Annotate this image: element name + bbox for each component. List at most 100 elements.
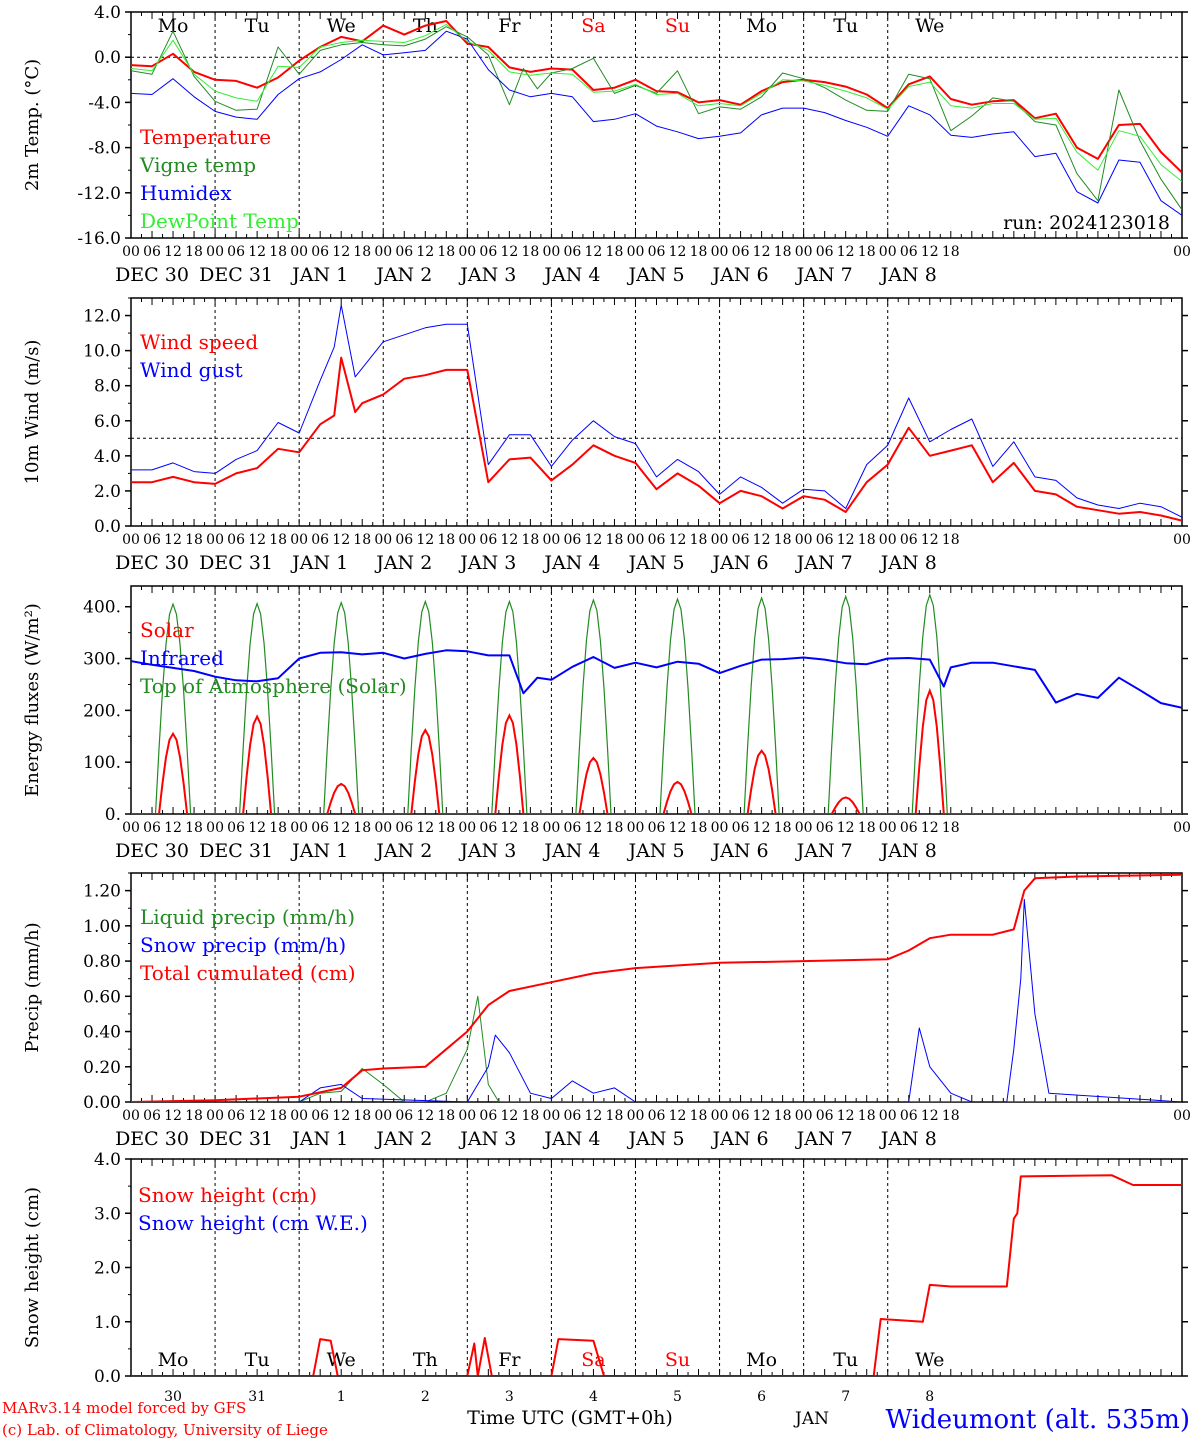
hour-tick-label: 06: [311, 244, 329, 260]
hour-tick-label: 12: [753, 1108, 771, 1124]
hour-tick-label: 18: [858, 244, 876, 260]
hour-tick-label: 12: [248, 1108, 266, 1124]
hour-tick-label: 00: [206, 1108, 224, 1124]
month-label: JAN: [793, 1409, 829, 1429]
series-line-1-3: [131, 30, 1182, 216]
hour-tick-label: 00: [711, 532, 729, 548]
hour-tick-label: 06: [564, 244, 582, 260]
hour-tick-label: 06: [732, 820, 750, 836]
hour-tick-label: 00: [711, 244, 729, 260]
hour-tick-label: 12: [500, 1108, 518, 1124]
hour-tick-label: 18: [269, 1108, 287, 1124]
y-tick-label: 400.: [83, 598, 121, 618]
hour-tick-label: 00: [206, 532, 224, 548]
hour-tick-label: 12: [585, 820, 603, 836]
hour-tick-label: 00: [795, 1108, 813, 1124]
hour-tick-label: 12: [164, 820, 182, 836]
hour-tick-label: 06: [648, 1108, 666, 1124]
hour-tick-label: 06: [227, 244, 245, 260]
hour-tick-label: 00: [122, 532, 140, 548]
hour-tick-label: 00: [458, 820, 476, 836]
hour-tick-label: 12: [164, 244, 182, 260]
hour-tick-label: 12: [248, 244, 266, 260]
hour-tick-label: 18: [437, 244, 455, 260]
series-line-3-1: [131, 649, 1182, 709]
hour-tick-label: 06: [648, 244, 666, 260]
day-label: JAN 1: [290, 264, 348, 286]
series-line-toa-solar: [131, 592, 1182, 814]
day-label: JAN 8: [879, 1128, 937, 1150]
legend-entry: Vigne temp: [139, 153, 256, 177]
hour-tick-label: 06: [648, 820, 666, 836]
hour-tick-label: 00: [1173, 820, 1191, 836]
hour-tick-label: 00: [458, 1108, 476, 1124]
legend-entry: DewPoint Temp: [140, 209, 299, 233]
day-label: DEC 31: [199, 552, 273, 574]
day-label: JAN 7: [795, 840, 853, 862]
hour-tick-label: 06: [227, 820, 245, 836]
day-label: JAN 2: [374, 840, 432, 862]
day-label: DEC 30: [115, 840, 189, 862]
legend-entry: Snow height (cm): [138, 1183, 317, 1207]
hour-tick-label: 06: [227, 1108, 245, 1124]
hour-tick-label: 00: [711, 1108, 729, 1124]
weekday-label: Mo: [746, 15, 777, 37]
hour-tick-label: 12: [837, 1108, 855, 1124]
hour-tick-label: 12: [921, 1108, 939, 1124]
hour-tick-label: 18: [353, 1108, 371, 1124]
hour-tick-label: 12: [837, 244, 855, 260]
hour-tick-label: 00: [542, 244, 560, 260]
hour-tick-label: 18: [690, 532, 708, 548]
day-number-label: 2: [421, 1389, 430, 1405]
hour-tick-label: 18: [774, 244, 792, 260]
day-label: JAN 6: [711, 552, 769, 574]
y-tick-label: 0.0: [94, 1367, 121, 1387]
hour-tick-label: 06: [900, 820, 918, 836]
hour-tick-label: 00: [1173, 244, 1191, 260]
day-number-label: 4: [589, 1389, 598, 1405]
hour-tick-label: 00: [122, 1108, 140, 1124]
legend-entry: Solar: [140, 618, 194, 642]
day-label: JAN 4: [542, 840, 600, 862]
hour-tick-label: 18: [606, 820, 624, 836]
hour-tick-label: 06: [816, 532, 834, 548]
weekday-label: Fr: [498, 15, 521, 37]
hour-tick-label: 06: [732, 1108, 750, 1124]
day-label: JAN 5: [626, 1128, 684, 1150]
hour-tick-label: 18: [437, 820, 455, 836]
weekday-label: We: [327, 1349, 356, 1371]
y-tick-label: -12.0: [77, 184, 121, 204]
hour-tick-label: 18: [269, 244, 287, 260]
day-label: JAN 3: [458, 840, 516, 862]
weekday-label: Fr: [498, 1349, 521, 1371]
day-label: JAN 2: [374, 1128, 432, 1150]
hour-tick-label: 00: [627, 244, 645, 260]
day-label: DEC 30: [115, 264, 189, 286]
y-tick-label: 1.20: [83, 882, 121, 902]
hour-tick-label: 12: [837, 532, 855, 548]
hour-tick-label: 06: [479, 532, 497, 548]
weekday-label: Mo: [746, 1349, 777, 1371]
hour-tick-label: 18: [942, 1108, 960, 1124]
day-label: JAN 8: [879, 552, 937, 574]
hour-tick-label: 12: [585, 1108, 603, 1124]
hour-tick-label: 18: [521, 1108, 539, 1124]
hour-tick-label: 00: [1173, 532, 1191, 548]
series-line-solar: [131, 687, 1182, 814]
day-label: JAN 1: [290, 1128, 348, 1150]
hour-tick-label: 00: [374, 820, 392, 836]
y-tick-label: 0.60: [83, 987, 121, 1007]
x-axis-label: Time UTC (GMT+0h): [467, 1407, 673, 1429]
hour-tick-label: 18: [774, 1108, 792, 1124]
hour-tick-label: 06: [648, 532, 666, 548]
hour-tick-label: 00: [206, 244, 224, 260]
day-number-label: 8: [925, 1389, 934, 1405]
day-label: JAN 7: [795, 1128, 853, 1150]
hour-tick-label: 18: [185, 532, 203, 548]
hour-tick-label: 18: [606, 532, 624, 548]
series-line-5-1: [131, 1174, 1182, 1376]
hour-tick-label: 18: [437, 532, 455, 548]
hour-tick-label: 18: [353, 244, 371, 260]
weekday-label: Tu: [245, 1349, 270, 1371]
hour-tick-label: 12: [416, 820, 434, 836]
